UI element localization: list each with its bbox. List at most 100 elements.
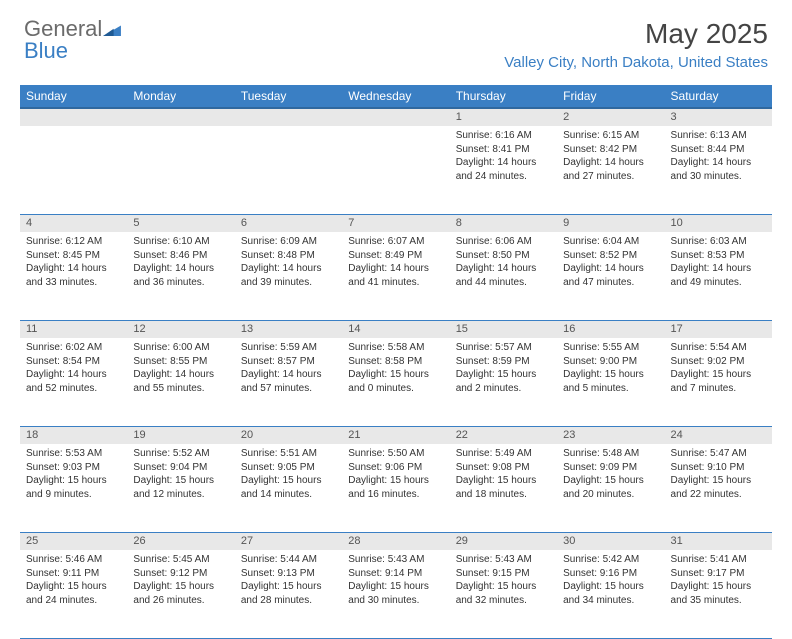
day-content-row: Sunrise: 5:53 AMSunset: 9:03 PMDaylight:… bbox=[20, 444, 772, 532]
day-number-cell: 26 bbox=[127, 532, 234, 550]
daylight-line: Daylight: 15 hours and 7 minutes. bbox=[671, 368, 766, 395]
day-content: Sunrise: 5:50 AMSunset: 9:06 PMDaylight:… bbox=[342, 444, 449, 507]
daylight-line: Daylight: 15 hours and 20 minutes. bbox=[563, 474, 658, 501]
day-content: Sunrise: 5:57 AMSunset: 8:59 PMDaylight:… bbox=[450, 338, 557, 401]
sunrise-line: Sunrise: 6:06 AM bbox=[456, 235, 551, 249]
day-cell: Sunrise: 6:13 AMSunset: 8:44 PMDaylight:… bbox=[665, 126, 772, 214]
sunrise-line: Sunrise: 6:15 AM bbox=[563, 129, 658, 143]
day-number-cell: 3 bbox=[665, 108, 772, 126]
day-number-cell: 9 bbox=[557, 214, 664, 232]
day-content: Sunrise: 5:53 AMSunset: 9:03 PMDaylight:… bbox=[20, 444, 127, 507]
day-number-cell bbox=[342, 108, 449, 126]
day-number-cell: 5 bbox=[127, 214, 234, 232]
day-cell: Sunrise: 5:49 AMSunset: 9:08 PMDaylight:… bbox=[450, 444, 557, 532]
daylight-line: Daylight: 14 hours and 49 minutes. bbox=[671, 262, 766, 289]
day-content: Sunrise: 5:52 AMSunset: 9:04 PMDaylight:… bbox=[127, 444, 234, 507]
sunrise-line: Sunrise: 5:58 AM bbox=[348, 341, 443, 355]
day-content: Sunrise: 6:03 AMSunset: 8:53 PMDaylight:… bbox=[665, 232, 772, 295]
day-content: Sunrise: 5:41 AMSunset: 9:17 PMDaylight:… bbox=[665, 550, 772, 613]
daylight-line: Daylight: 14 hours and 47 minutes. bbox=[563, 262, 658, 289]
daylight-line: Daylight: 15 hours and 22 minutes. bbox=[671, 474, 766, 501]
day-cell: Sunrise: 5:46 AMSunset: 9:11 PMDaylight:… bbox=[20, 550, 127, 638]
day-header: Friday bbox=[557, 85, 664, 108]
day-content: Sunrise: 5:48 AMSunset: 9:09 PMDaylight:… bbox=[557, 444, 664, 507]
day-number-cell: 2 bbox=[557, 108, 664, 126]
day-number-cell: 22 bbox=[450, 426, 557, 444]
sunset-line: Sunset: 8:48 PM bbox=[241, 249, 336, 263]
sunset-line: Sunset: 9:08 PM bbox=[456, 461, 551, 475]
daylight-line: Daylight: 15 hours and 2 minutes. bbox=[456, 368, 551, 395]
day-content: Sunrise: 6:07 AMSunset: 8:49 PMDaylight:… bbox=[342, 232, 449, 295]
sunset-line: Sunset: 8:52 PM bbox=[563, 249, 658, 263]
daylight-line: Daylight: 15 hours and 26 minutes. bbox=[133, 580, 228, 607]
sunrise-line: Sunrise: 6:10 AM bbox=[133, 235, 228, 249]
daylight-line: Daylight: 14 hours and 55 minutes. bbox=[133, 368, 228, 395]
daylight-line: Daylight: 14 hours and 44 minutes. bbox=[456, 262, 551, 289]
sunrise-line: Sunrise: 5:42 AM bbox=[563, 553, 658, 567]
day-cell bbox=[127, 126, 234, 214]
sunrise-line: Sunrise: 5:41 AM bbox=[671, 553, 766, 567]
sunset-line: Sunset: 9:06 PM bbox=[348, 461, 443, 475]
daylight-line: Daylight: 14 hours and 33 minutes. bbox=[26, 262, 121, 289]
sunset-line: Sunset: 8:41 PM bbox=[456, 143, 551, 157]
day-cell: Sunrise: 6:04 AMSunset: 8:52 PMDaylight:… bbox=[557, 232, 664, 320]
day-content: Sunrise: 6:02 AMSunset: 8:54 PMDaylight:… bbox=[20, 338, 127, 401]
sunrise-line: Sunrise: 5:52 AM bbox=[133, 447, 228, 461]
day-cell: Sunrise: 6:16 AMSunset: 8:41 PMDaylight:… bbox=[450, 126, 557, 214]
daylight-line: Daylight: 15 hours and 16 minutes. bbox=[348, 474, 443, 501]
day-content: Sunrise: 5:46 AMSunset: 9:11 PMDaylight:… bbox=[20, 550, 127, 613]
day-number-cell: 21 bbox=[342, 426, 449, 444]
day-number-cell: 19 bbox=[127, 426, 234, 444]
day-cell: Sunrise: 6:10 AMSunset: 8:46 PMDaylight:… bbox=[127, 232, 234, 320]
day-number-cell: 13 bbox=[235, 320, 342, 338]
day-content: Sunrise: 5:59 AMSunset: 8:57 PMDaylight:… bbox=[235, 338, 342, 401]
location-text: Valley City, North Dakota, United States bbox=[504, 54, 768, 71]
sunset-line: Sunset: 9:09 PM bbox=[563, 461, 658, 475]
day-number-cell: 8 bbox=[450, 214, 557, 232]
day-content-row: Sunrise: 6:02 AMSunset: 8:54 PMDaylight:… bbox=[20, 338, 772, 426]
daylight-line: Daylight: 15 hours and 0 minutes. bbox=[348, 368, 443, 395]
day-header: Monday bbox=[127, 85, 234, 108]
day-cell: Sunrise: 5:42 AMSunset: 9:16 PMDaylight:… bbox=[557, 550, 664, 638]
daylight-line: Daylight: 15 hours and 5 minutes. bbox=[563, 368, 658, 395]
sunset-line: Sunset: 8:49 PM bbox=[348, 249, 443, 263]
day-content: Sunrise: 5:42 AMSunset: 9:16 PMDaylight:… bbox=[557, 550, 664, 613]
sunset-line: Sunset: 8:53 PM bbox=[671, 249, 766, 263]
day-header: Tuesday bbox=[235, 85, 342, 108]
day-content: Sunrise: 6:16 AMSunset: 8:41 PMDaylight:… bbox=[450, 126, 557, 189]
day-number-cell: 18 bbox=[20, 426, 127, 444]
sunrise-line: Sunrise: 5:59 AM bbox=[241, 341, 336, 355]
day-cell: Sunrise: 6:07 AMSunset: 8:49 PMDaylight:… bbox=[342, 232, 449, 320]
title-block: May 2025 Valley City, North Dakota, Unit… bbox=[504, 18, 768, 71]
sunrise-line: Sunrise: 5:43 AM bbox=[456, 553, 551, 567]
day-header: Thursday bbox=[450, 85, 557, 108]
day-cell: Sunrise: 5:53 AMSunset: 9:03 PMDaylight:… bbox=[20, 444, 127, 532]
daylight-line: Daylight: 14 hours and 24 minutes. bbox=[456, 156, 551, 183]
day-number-cell: 30 bbox=[557, 532, 664, 550]
day-cell: Sunrise: 5:45 AMSunset: 9:12 PMDaylight:… bbox=[127, 550, 234, 638]
page-header: GeneralBlue May 2025 Valley City, North … bbox=[0, 0, 792, 79]
day-content: Sunrise: 5:55 AMSunset: 9:00 PMDaylight:… bbox=[557, 338, 664, 401]
day-number-cell: 23 bbox=[557, 426, 664, 444]
sunset-line: Sunset: 8:55 PM bbox=[133, 355, 228, 369]
day-number-row: 25262728293031 bbox=[20, 532, 772, 550]
day-cell: Sunrise: 6:12 AMSunset: 8:45 PMDaylight:… bbox=[20, 232, 127, 320]
day-cell bbox=[20, 126, 127, 214]
sunset-line: Sunset: 8:45 PM bbox=[26, 249, 121, 263]
sunset-line: Sunset: 9:11 PM bbox=[26, 567, 121, 581]
day-content: Sunrise: 5:44 AMSunset: 9:13 PMDaylight:… bbox=[235, 550, 342, 613]
day-number-cell: 7 bbox=[342, 214, 449, 232]
day-cell bbox=[235, 126, 342, 214]
day-content: Sunrise: 5:43 AMSunset: 9:15 PMDaylight:… bbox=[450, 550, 557, 613]
day-number-cell: 12 bbox=[127, 320, 234, 338]
daylight-line: Daylight: 14 hours and 30 minutes. bbox=[671, 156, 766, 183]
day-cell: Sunrise: 5:57 AMSunset: 8:59 PMDaylight:… bbox=[450, 338, 557, 426]
sunrise-line: Sunrise: 5:54 AM bbox=[671, 341, 766, 355]
day-number-cell: 20 bbox=[235, 426, 342, 444]
sunrise-line: Sunrise: 6:00 AM bbox=[133, 341, 228, 355]
day-cell: Sunrise: 6:03 AMSunset: 8:53 PMDaylight:… bbox=[665, 232, 772, 320]
sunset-line: Sunset: 8:42 PM bbox=[563, 143, 658, 157]
sunrise-line: Sunrise: 6:12 AM bbox=[26, 235, 121, 249]
day-content: Sunrise: 6:00 AMSunset: 8:55 PMDaylight:… bbox=[127, 338, 234, 401]
sunrise-line: Sunrise: 5:49 AM bbox=[456, 447, 551, 461]
